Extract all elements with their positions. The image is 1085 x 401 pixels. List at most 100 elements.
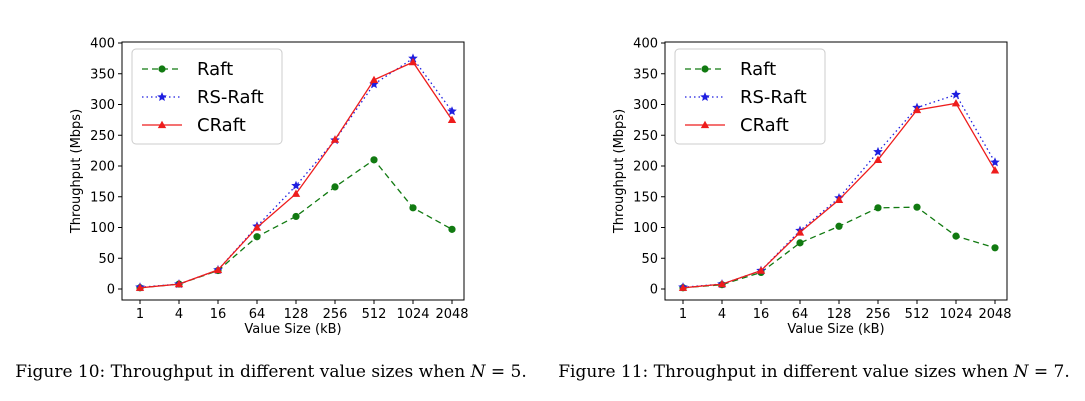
- data-point-craft: [252, 223, 262, 231]
- data-point-craft: [135, 283, 145, 291]
- x-tick-label: 16: [210, 307, 227, 322]
- y-tick-label: 150: [633, 190, 658, 205]
- legend-label: Raft: [740, 59, 776, 80]
- legend-label: RS-Raft: [740, 87, 807, 108]
- x-tick-label: 64: [249, 307, 266, 322]
- data-point-craft: [678, 283, 688, 291]
- legend-label: CRaft: [197, 115, 246, 136]
- legend-label: CRaft: [740, 115, 789, 136]
- legend-marker: [157, 120, 167, 129]
- y-tick-label: 250: [90, 129, 115, 144]
- x-tick-label: 1024: [396, 307, 429, 322]
- series-line-rs-raft: [682, 93, 996, 288]
- x-tick-label: 2048: [435, 307, 468, 322]
- series-raft: [136, 156, 456, 292]
- data-point-rs-raft: [291, 180, 301, 190]
- y-tick-label: 350: [633, 67, 658, 82]
- data-point-rs-raft: [951, 89, 961, 99]
- y-tick-label: 0: [107, 283, 115, 298]
- legend-box: [674, 48, 826, 145]
- x-tick-label: 256: [866, 307, 891, 322]
- data-point-craft: [330, 135, 340, 143]
- data-point-raft: [874, 204, 882, 212]
- data-point-craft: [990, 166, 1000, 174]
- data-point-craft: [369, 75, 379, 84]
- data-point-craft: [213, 265, 223, 274]
- legend-label: Raft: [197, 59, 233, 80]
- figure-caption: Figure 10: Throughput in different value…: [0, 362, 542, 382]
- data-point-raft: [913, 203, 921, 211]
- x-tick-label: 128: [284, 307, 309, 322]
- caption-text: Figure 11: Throughput in different value…: [558, 362, 1014, 382]
- data-point-craft: [291, 189, 301, 197]
- legend: Raft RS-Raft CRaft: [674, 48, 826, 145]
- x-tick-label: 16: [753, 307, 770, 322]
- data-point-rs-raft: [447, 106, 457, 116]
- x-tick-label: 4: [718, 307, 726, 322]
- x-tick-label: 1024: [939, 307, 972, 322]
- data-point-raft: [331, 183, 339, 191]
- data-point-raft: [952, 232, 960, 240]
- data-point-craft: [756, 266, 766, 274]
- data-point-craft: [912, 105, 922, 114]
- data-point-raft: [409, 204, 417, 212]
- data-point-craft: [873, 155, 883, 163]
- data-point-rs-raft: [873, 146, 883, 156]
- figure-caption: Figure 11: Throughput in different value…: [543, 362, 1085, 382]
- x-axis-label: Value Size (kB): [244, 322, 341, 337]
- data-point-raft: [796, 239, 804, 247]
- caption-suffix: = 7.: [1028, 362, 1070, 382]
- series-craft: [678, 99, 1000, 291]
- series-raft: [679, 203, 999, 292]
- x-tick-label: 4: [175, 307, 183, 322]
- caption-suffix: = 5.: [485, 362, 527, 382]
- data-point-craft: [795, 228, 805, 236]
- data-point-raft: [370, 156, 378, 164]
- y-tick-label: 50: [98, 252, 115, 267]
- y-tick-label: 200: [90, 160, 115, 175]
- legend-marker: [701, 65, 709, 73]
- series-line-raft: [682, 206, 996, 289]
- x-tick-label: 1: [136, 307, 144, 322]
- legend-marker: [700, 92, 710, 101]
- x-tick-label: 512: [905, 307, 930, 322]
- y-tick-label: 300: [90, 98, 115, 113]
- series-craft: [135, 57, 457, 291]
- y-tick-label: 50: [641, 252, 658, 267]
- caption-text: Figure 10: Throughput in different value…: [15, 362, 471, 382]
- caption-variable: N: [470, 362, 486, 382]
- x-tick-label: 512: [362, 307, 387, 322]
- data-point-rs-raft: [990, 157, 1000, 167]
- y-tick-label: 100: [90, 221, 115, 236]
- data-point-raft: [991, 244, 999, 252]
- legend: Raft RS-Raft CRaft: [131, 48, 283, 145]
- y-axis-label: Throughput (Mbps): [612, 109, 627, 234]
- y-axis-label: Throughput (Mbps): [69, 109, 84, 234]
- x-tick-label: 64: [792, 307, 809, 322]
- data-point-raft: [835, 222, 843, 230]
- y-tick-label: 400: [633, 37, 658, 52]
- plot-frame: [121, 41, 465, 301]
- y-tick-label: 200: [633, 160, 658, 175]
- data-point-craft: [951, 99, 961, 107]
- x-tick-label: 1: [679, 307, 687, 322]
- series-line-raft: [139, 158, 453, 289]
- data-point-raft: [292, 212, 300, 221]
- plot-frame: [664, 41, 1008, 301]
- y-tick-label: 400: [90, 37, 115, 52]
- legend-marker: [157, 92, 167, 101]
- y-tick-label: 350: [90, 67, 115, 82]
- data-point-raft: [253, 233, 261, 241]
- y-tick-label: 100: [633, 221, 658, 236]
- y-tick-label: 0: [650, 283, 658, 298]
- y-tick-label: 300: [633, 98, 658, 113]
- caption-variable: N: [1013, 362, 1029, 382]
- data-point-rs-raft: [369, 79, 379, 89]
- data-point-craft: [174, 279, 184, 288]
- data-point-craft: [717, 279, 727, 288]
- legend-label: RS-Raft: [197, 87, 264, 108]
- legend-marker: [700, 120, 710, 129]
- y-tick-label: 150: [90, 190, 115, 205]
- data-point-craft: [408, 57, 418, 66]
- x-axis-label: Value Size (kB): [787, 322, 884, 337]
